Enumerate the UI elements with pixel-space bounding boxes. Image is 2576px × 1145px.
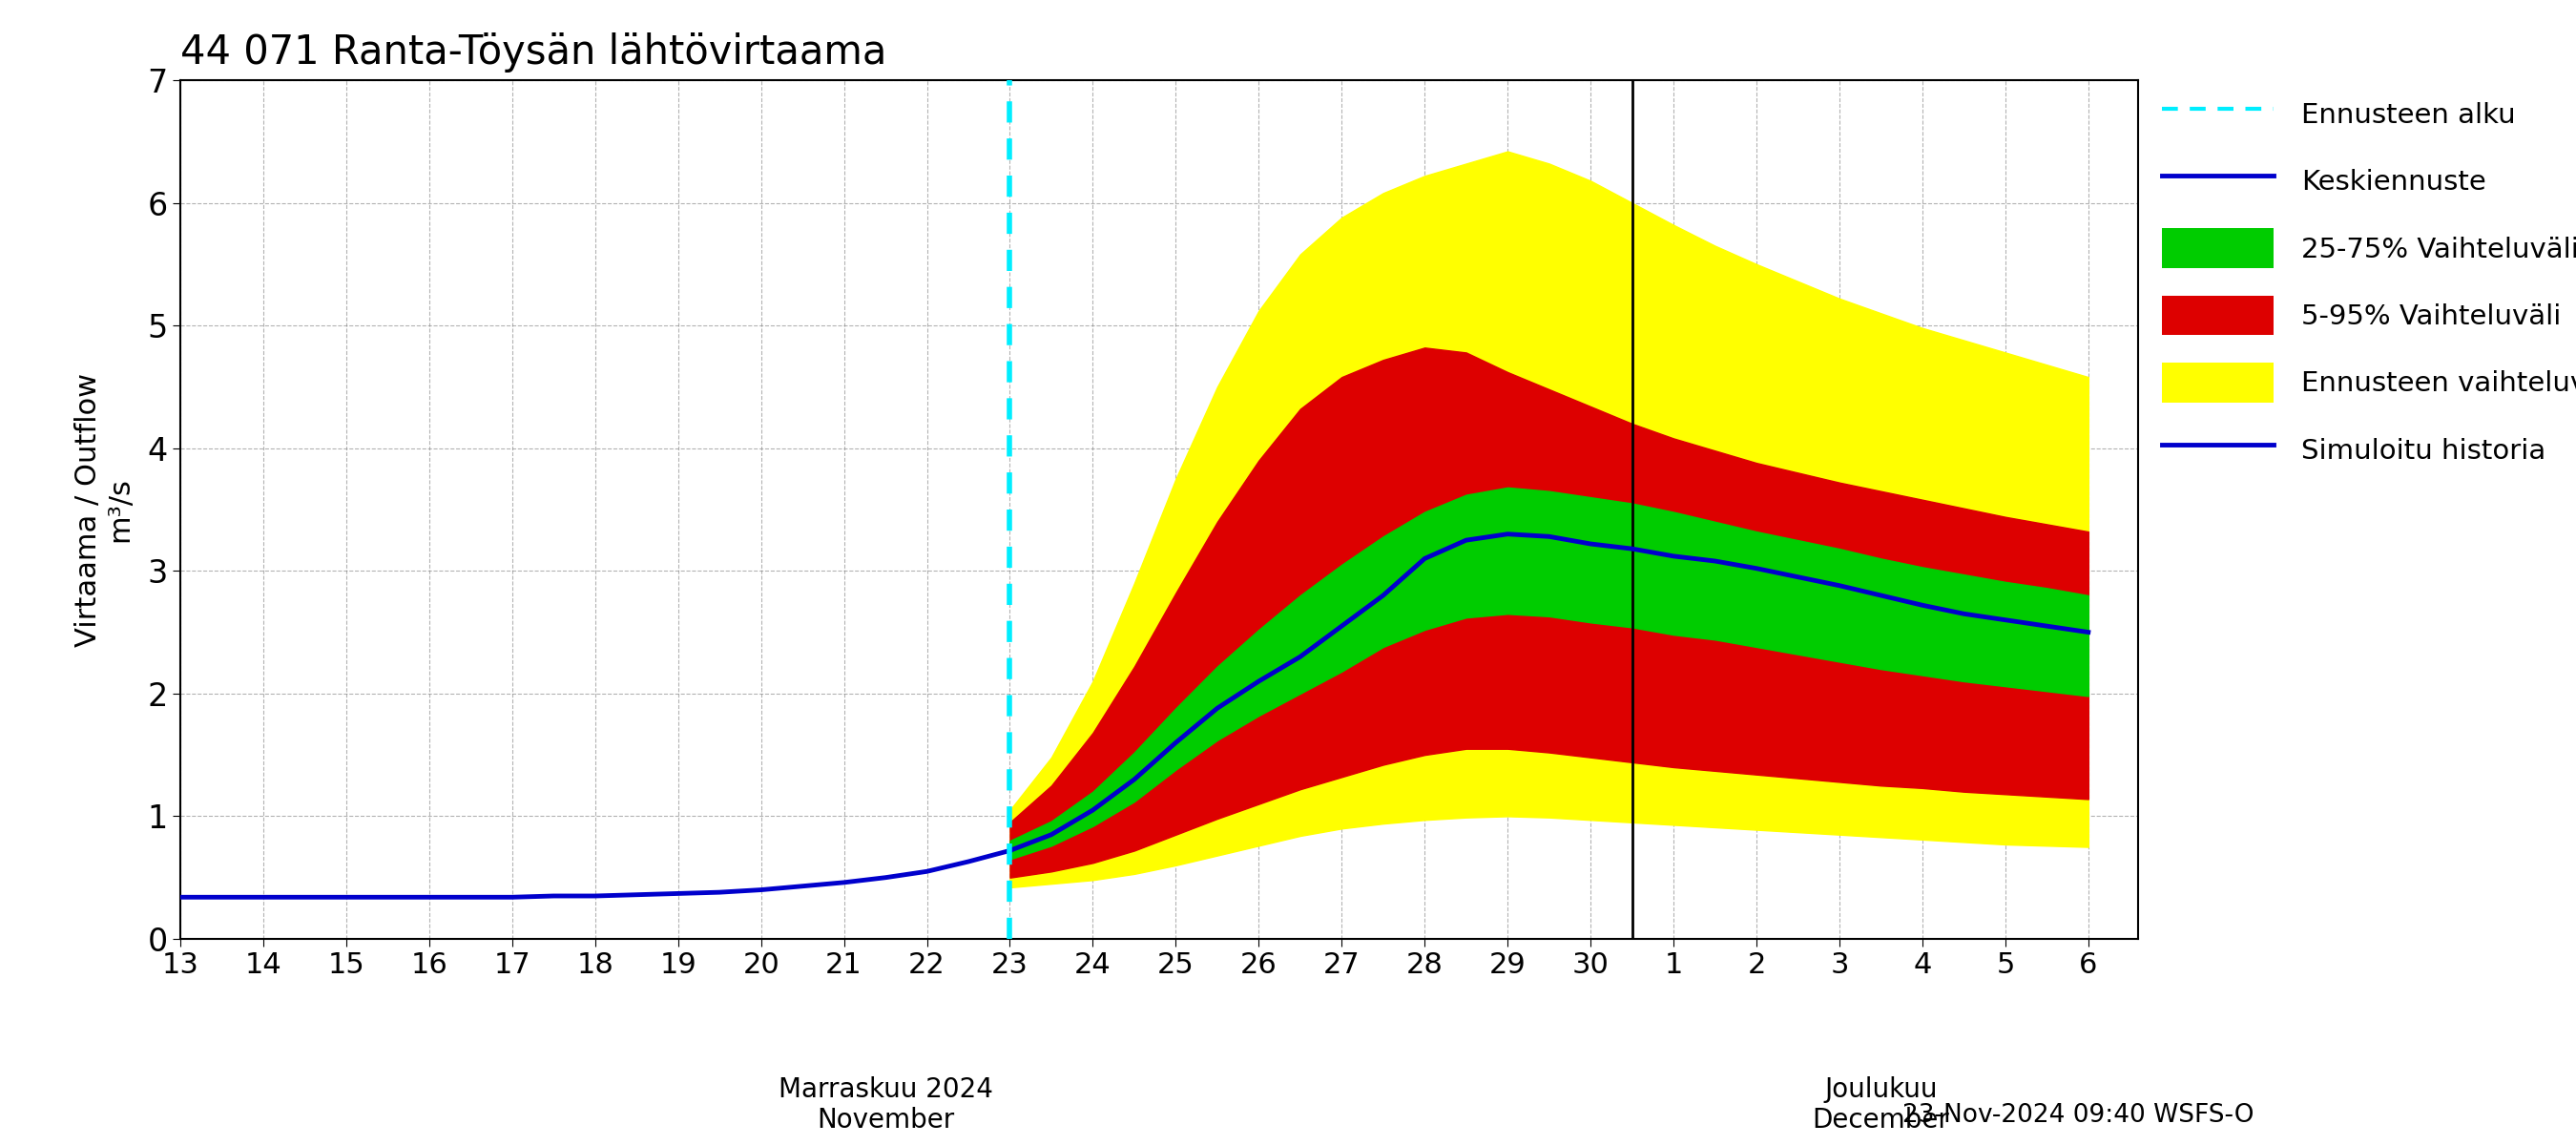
Text: Marraskuu 2024
November: Marraskuu 2024 November: [778, 1076, 992, 1134]
Text: 44 071 Ranta-Töysän lähtövirtaama: 44 071 Ranta-Töysän lähtövirtaama: [180, 33, 886, 73]
Text: Joulukuu
December: Joulukuu December: [1814, 1076, 1950, 1134]
Y-axis label: Virtaama / Outflow
m³/s: Virtaama / Outflow m³/s: [75, 372, 134, 647]
Legend: Ennusteen alku, Keskiennuste, 25-75% Vaihteluväli, 5-95% Vaihteluväli, Ennusteen: Ennusteen alku, Keskiennuste, 25-75% Vai…: [2161, 94, 2576, 469]
Text: 23-Nov-2024 09:40 WSFS-O: 23-Nov-2024 09:40 WSFS-O: [1904, 1103, 2254, 1128]
